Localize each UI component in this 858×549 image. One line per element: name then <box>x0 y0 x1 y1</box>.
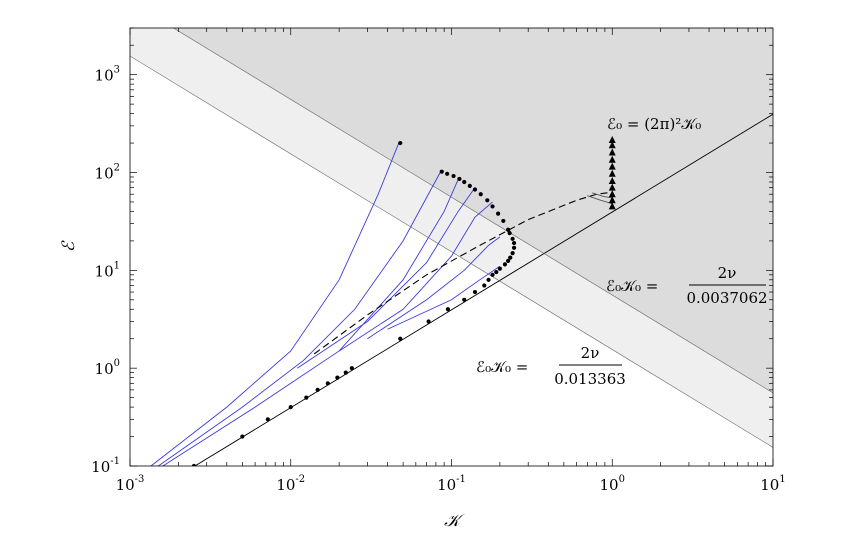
blue-trajectory-3 <box>162 179 459 466</box>
data-point-upper <box>439 169 444 174</box>
data-point-cusp <box>506 258 511 263</box>
reference-line-3 <box>172 28 773 394</box>
data-point-triangle <box>608 176 616 184</box>
data-point-cusp <box>510 251 515 256</box>
data-point-upper <box>478 192 483 197</box>
data-point-cusp <box>510 236 515 241</box>
data-point-upper <box>472 187 478 192</box>
data-point-triangle <box>608 202 616 210</box>
blue-trajectory-7 <box>387 265 501 330</box>
data-point-lower <box>494 269 499 275</box>
data-point-triangle <box>608 135 616 143</box>
y-tick-label: 101 <box>95 260 120 280</box>
upper-bound-annotation-lhs: ℰ₀𝒦₀ = <box>606 277 658 295</box>
data-point-upper <box>490 204 495 209</box>
data-point-upper <box>445 171 450 176</box>
data-point-lower <box>325 381 330 386</box>
data-point-lower <box>445 307 451 312</box>
data-point-lower <box>191 463 197 466</box>
data-point-lower <box>343 370 348 375</box>
data-point-cusp <box>497 266 502 271</box>
upper-bound-annotation-num: 2ν <box>718 264 737 282</box>
blue-trajectory-5 <box>338 201 493 352</box>
data-point-lower <box>398 336 403 341</box>
data-point-triangle <box>608 141 616 149</box>
line-annotation: ℰ₀ = (2π)²𝒦₀ <box>607 115 701 133</box>
x-tick-label: 101 <box>760 474 785 494</box>
data-point-cusp <box>511 245 517 250</box>
data-point-upper <box>485 198 490 203</box>
reference-line-2 <box>130 55 773 448</box>
y-tick-label: 10-1 <box>91 456 120 476</box>
data-point-lower <box>240 434 245 439</box>
y-tick-label: 102 <box>95 163 120 183</box>
data-point-lower <box>288 405 293 410</box>
data-point-lower <box>426 319 431 324</box>
data-point-upper <box>451 173 456 179</box>
blue-trajectory-2 <box>158 172 441 466</box>
blue-trajectory-4 <box>297 187 476 369</box>
data-point-lower <box>486 277 491 282</box>
y-tick-label: 100 <box>95 358 120 378</box>
data-point-lower <box>265 417 270 422</box>
blue-trajectory-6 <box>367 236 501 340</box>
upper-bound-annotation-den: 0.0037062 <box>686 289 767 307</box>
data-point-lower <box>349 366 354 371</box>
data-point-triangle <box>608 190 616 198</box>
data-point-cusp <box>511 240 517 246</box>
data-point-cusp <box>508 255 513 260</box>
data-point-triangle <box>608 148 616 156</box>
x-tick-label: 10-2 <box>276 474 305 494</box>
data-point-lower <box>482 283 487 288</box>
lower-bound-annotation-num: 2ν <box>581 344 600 362</box>
data-point-lower <box>490 272 495 277</box>
data-point-triangle <box>608 155 616 163</box>
data-point-upper <box>467 183 472 188</box>
y-tick-label: 103 <box>95 65 120 85</box>
data-point-triangle <box>608 183 616 191</box>
dashed-fit <box>313 191 613 355</box>
data-point-triangle <box>608 169 616 177</box>
y-axis-label: ℰ <box>59 240 79 252</box>
data-point-lower <box>462 297 467 302</box>
data-point-upper <box>457 176 462 182</box>
lower-bound-annotation-lhs: ℰ₀𝒦₀ = <box>476 358 528 376</box>
data-point-upper <box>398 140 403 146</box>
x-tick-label: 100 <box>600 474 625 494</box>
data-point-upper <box>462 179 467 185</box>
data-point-lower <box>335 375 340 380</box>
data-point-lower <box>315 387 320 392</box>
data-point-triangle <box>608 162 616 170</box>
blue-trajectory-1 <box>150 142 400 466</box>
x-axis-label: 𝒦 <box>444 511 465 531</box>
reference-line-1 <box>194 113 773 466</box>
gray-near-one-b <box>592 192 613 199</box>
data-point-lower <box>472 289 478 295</box>
data-point-upper <box>496 211 501 216</box>
x-tick-label: 10-1 <box>437 474 466 494</box>
data-point-cusp <box>507 231 512 236</box>
data-point-upper <box>501 218 506 224</box>
x-tick-label: 10-3 <box>116 474 145 494</box>
lower-bound-annotation-den: 0.013363 <box>554 370 626 388</box>
gray-near-one <box>587 195 613 205</box>
data-point-lower <box>304 395 309 400</box>
data-point-upper <box>506 227 511 232</box>
data-point-cusp <box>502 262 508 267</box>
data-point-triangle <box>608 196 616 204</box>
